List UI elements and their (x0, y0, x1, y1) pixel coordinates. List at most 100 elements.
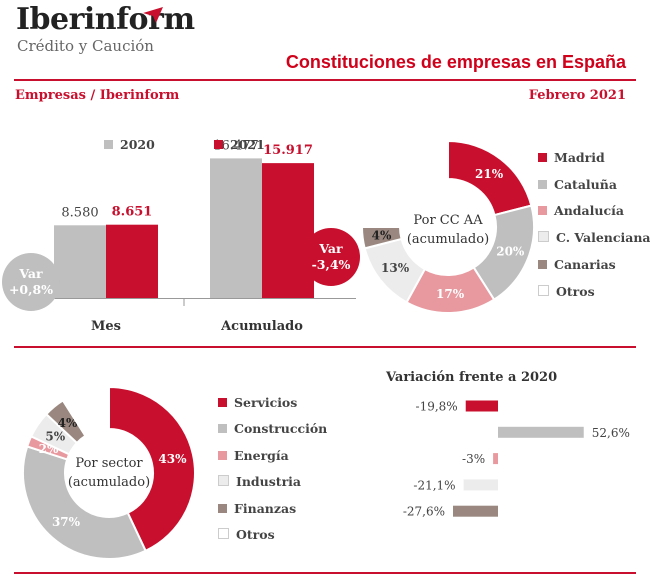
bar-2020-Acumulado (210, 158, 262, 298)
legend-label: Andalucía (554, 203, 624, 219)
legend-label: 2021 (230, 137, 265, 152)
legend-item-canarias: Canarias (538, 257, 616, 275)
legend-swatch (218, 528, 229, 539)
legend-2021: 2021 (214, 137, 265, 155)
legend-swatch (218, 450, 227, 460)
variation-bar-energ-a (493, 453, 498, 465)
legend-item-industria: Industria (218, 474, 301, 492)
legend-item-servicios: Servicios (218, 395, 297, 413)
bar-2020-Mes (54, 225, 106, 298)
variation-value-label: -21,1% (413, 478, 455, 492)
legend-swatch (214, 140, 223, 149)
variation-title: Variación frente a 2020 (386, 370, 558, 385)
legend-item-catalu-a: Cataluña (538, 177, 617, 195)
legend-label: C. Valenciana (556, 230, 650, 246)
legend-swatch (538, 259, 547, 269)
legend-label: Otros (236, 527, 275, 542)
legend-label: Servicios (234, 395, 298, 410)
slice-construcci-n (22, 445, 147, 560)
legend-swatch (538, 153, 547, 162)
bar-value-label: 8.651 (112, 205, 153, 220)
variation-value-label: -27,6% (403, 505, 445, 519)
sector-center-label: Por sector (acumulado) (68, 454, 150, 492)
footer-divider (14, 572, 636, 574)
legend-swatch (538, 231, 549, 243)
legend-label: Otros (556, 283, 595, 299)
ccaa-donut-chart: 21% 20% 17% 13% 4% (360, 139, 535, 314)
center-label-line1: Por CC AA (413, 213, 483, 228)
center-label-line2: (acumulado) (406, 232, 490, 247)
slice-otros (61, 385, 110, 438)
legend-swatch (218, 424, 227, 434)
variation-bar-construcci-n (498, 426, 584, 438)
plane-icon (143, 7, 163, 23)
slice-label: 5% (45, 429, 65, 443)
legend-2020: 2020 (104, 137, 155, 155)
slice-servicios (108, 385, 196, 553)
slice-label: 4% (58, 416, 78, 430)
legend-item-finanzas: Finanzas (218, 501, 296, 519)
var-badge-line2: -3,4% (311, 257, 351, 272)
slice-label: 37% (52, 515, 81, 529)
slice-label: 20% (496, 245, 525, 259)
bar-value-label: 8.580 (61, 205, 98, 220)
legend-label: Industria (236, 474, 302, 490)
var-badge-month: Var +0,8% (2, 253, 60, 311)
legend-item-andaluc-a: Andalucía (538, 203, 624, 221)
legend-label: Madrid (554, 150, 605, 165)
legend-swatch (538, 284, 549, 296)
bar-value-label: 16.477 (213, 138, 259, 153)
variation-bar-servicios (465, 400, 498, 412)
center-label-line2: (acumulado) (67, 475, 151, 490)
var-badge-line1: Var (19, 266, 43, 281)
legend-label: Construcción (234, 421, 328, 437)
slice-label: 4% (372, 228, 392, 242)
bar-2021-Mes (106, 224, 158, 298)
legend-swatch (104, 140, 113, 149)
slice-label: 21% (475, 167, 504, 181)
var-badge-line1: Var (319, 241, 343, 256)
source-label: Empresas / Iberinform (15, 88, 180, 103)
legend-swatch (538, 179, 547, 189)
variation-value-label: -3% (462, 452, 485, 466)
legend-swatch (218, 503, 227, 513)
slice-label: 43% (158, 452, 187, 466)
legend-label: Cataluña (554, 176, 617, 192)
category-label: Acumulado (220, 319, 303, 334)
logo-subtitle: Crédito y Caución (17, 37, 154, 55)
legend-label: Finanzas (234, 500, 297, 516)
var-badge-accumulated: Var -3,4% (302, 228, 360, 286)
center-label-line1: Por sector (75, 456, 143, 471)
slice-label: 17% (436, 287, 465, 301)
variation-value-label: 52,6% (592, 426, 630, 440)
logo-name: Iberinform (16, 2, 195, 37)
variation-value-label: -19,8% (416, 400, 458, 414)
header-divider (14, 79, 636, 81)
legend-swatch (218, 398, 227, 407)
variation-bar-industria (463, 479, 498, 491)
bar-2021-Acumulado (262, 163, 314, 298)
page-title: Constituciones de empresas en España (285, 52, 626, 72)
legend-item-energ-a: Energía (218, 448, 289, 466)
variation-bar-finanzas (453, 505, 498, 517)
legend-label: Canarias (554, 256, 616, 272)
legend-item-construcci-n: Construcción (218, 421, 327, 439)
section-divider (14, 346, 636, 348)
slice-label: 13% (381, 261, 410, 275)
ccaa-center-label: Por CC AA (acumulado) (407, 211, 489, 249)
legend-swatch (538, 206, 547, 216)
legend-label: Energía (234, 447, 289, 463)
date-label: Febrero 2021 (528, 88, 626, 103)
legend-item-madrid: Madrid (538, 150, 605, 168)
category-label: Mes (91, 319, 121, 334)
bar-value-label: 15.917 (263, 143, 313, 158)
legend-item-c-valenciana: C. Valenciana (538, 230, 650, 248)
var-badge-line2: +0,8% (8, 282, 54, 297)
sector-donut-chart: 43%37%2%5%4% (22, 385, 196, 560)
legend-swatch (218, 475, 229, 487)
slice-otros (360, 139, 449, 228)
legend-item-otros: Otros (218, 527, 275, 545)
legend-item-otros: Otros (538, 284, 595, 302)
